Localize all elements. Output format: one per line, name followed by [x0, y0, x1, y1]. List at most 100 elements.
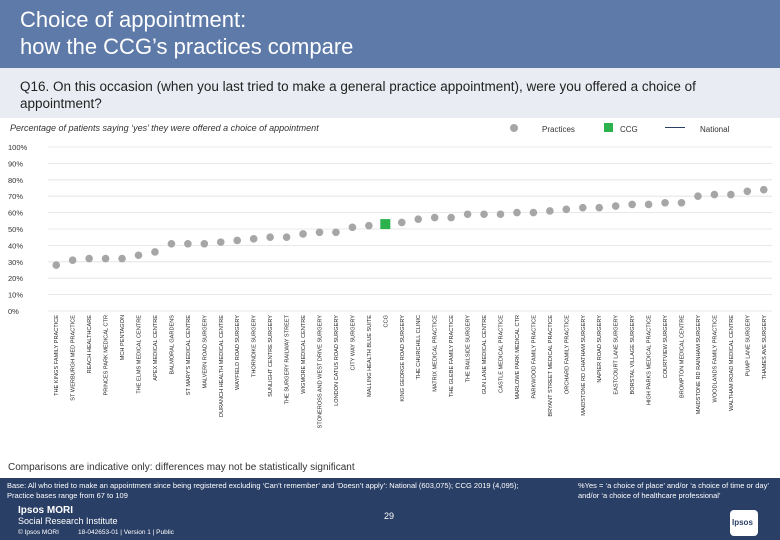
x-tick-label: HIGH PARKS MEDICAL PRACTICE	[647, 315, 653, 405]
footer-band	[0, 478, 780, 540]
y-tick-label: 100%	[8, 143, 28, 152]
x-tick-label: CITY WAY SURGERY	[350, 315, 356, 371]
practice-point	[151, 248, 159, 256]
x-tick-label: THE ELMS MEDICAL CENTRE	[137, 315, 143, 394]
practice-point	[184, 239, 192, 248]
practice-point	[480, 210, 488, 219]
practice-point	[167, 239, 176, 248]
x-tick-label: MAIDSTONE RD CHATHAM SURGERY	[581, 315, 587, 416]
y-tick-label: 80%	[8, 176, 23, 185]
x-tick-label: PRINCES PARK MEDICAL CTR	[104, 315, 110, 396]
y-tick-label: 50%	[8, 225, 23, 234]
practice-point	[348, 223, 357, 232]
x-tick-label: ORCHARD FAMILY PRACTICE	[564, 315, 570, 394]
x-tick-label: THE RAILSIDE SURGERY	[466, 315, 472, 383]
x-tick-label: CASTLE MEDICAL PRACTICE	[499, 315, 505, 393]
x-tick-label: SUNLIGHT CENTRE SURGERY	[268, 315, 274, 397]
practice-point	[661, 198, 669, 207]
x-tick-label: WOODLANDS FAMILY PRACTICE	[712, 315, 718, 403]
question-band	[0, 68, 780, 118]
practice-point	[595, 203, 604, 212]
practice-point	[118, 254, 126, 263]
header-band: Choice of appointment: how the CCG’s pra…	[0, 0, 780, 68]
x-tick-label: MCH PENTAGON	[120, 315, 126, 360]
legend-ccg-swatch	[604, 123, 613, 132]
x-tick-label: COURTVIEW SURGERY	[663, 315, 669, 378]
x-tick-label: THE CHURCHILL CLINIC	[416, 315, 422, 379]
page-title-line-2: how the CCG’s practices compare	[20, 34, 354, 59]
x-tick-label: CCG	[383, 315, 389, 327]
x-tick-label: LONDON CATUS ROAD SURGERY	[334, 315, 340, 406]
x-tick-label: DURANCH HEALTH MEDICAL CENTRE	[219, 315, 225, 417]
x-tick-label: APEX MEDICAL CENTRE	[153, 315, 159, 381]
legend-national-label: National	[700, 125, 730, 134]
x-tick-label: WALTHAM ROAD MEDICAL CENTRE	[729, 315, 735, 411]
practice-point	[134, 251, 143, 260]
x-tick-label: BORSTAL VILLAGE SURGERY	[630, 315, 636, 395]
x-tick-label: MALLING HEALTH BLUE SUITE	[367, 315, 373, 397]
y-tick-label: 70%	[8, 192, 23, 201]
copyright-text: © Ipsos MORI	[18, 529, 59, 536]
practice-point	[68, 256, 77, 264]
practice-point	[710, 190, 719, 199]
practice-point	[644, 200, 653, 209]
x-tick-label: MARLOWE PARK MEDICAL CTR	[515, 315, 521, 400]
logo-line-2: Social Research Institute	[18, 516, 118, 526]
x-tick-label: THE SURGERY RAILWAY STREET	[285, 314, 291, 404]
reference-text: 18-042653-01 | Version 1 | Public	[78, 529, 174, 536]
practice-point	[200, 239, 209, 248]
x-tick-label: THORNDIKE SURGERY	[252, 315, 258, 377]
y-tick-label: 40%	[8, 241, 23, 250]
practice-point	[101, 254, 110, 263]
page-title-line-1: Choice of appointment:	[20, 7, 247, 32]
practice-point	[282, 233, 291, 241]
practice-point	[414, 215, 423, 223]
practice-point	[727, 190, 735, 199]
x-tick-label: KING GEORGE ROAD SURGERY	[400, 315, 406, 402]
practice-point	[299, 230, 307, 238]
x-tick-label: EASTCOURT LANE SURGERY	[614, 315, 620, 395]
question-text: Q16. On this occasion (when you last tri…	[20, 79, 696, 111]
page-number: 29	[384, 511, 395, 521]
practice-point	[496, 210, 505, 219]
practice-point	[694, 192, 702, 200]
practice-point	[578, 203, 587, 212]
practice-point	[430, 213, 439, 222]
practice-point	[463, 210, 472, 219]
legend-ccg-label: CCG	[620, 125, 638, 134]
caveat-text: Comparisons are indicative only: differe…	[8, 462, 355, 473]
practice-point	[513, 208, 521, 217]
y-tick-label: 20%	[8, 274, 23, 283]
practice-point	[546, 207, 554, 215]
x-tick-label: MALVERN ROAD SURGERY	[202, 315, 208, 389]
x-tick-label: MATRIX MEDICAL PRACTICE	[433, 315, 439, 392]
ccg-point	[380, 219, 391, 230]
x-tick-label: PUMP LANE SURGERY	[745, 315, 751, 377]
practice-point	[52, 261, 61, 269]
x-tick-label: REACH HEALTHCARE	[87, 315, 93, 374]
y-tick-label: 0%	[8, 307, 19, 316]
legend-practices-label: Practices	[542, 125, 575, 134]
x-tick-label: THE KINGS FAMILY PRACTICE	[54, 315, 60, 396]
x-tick-label: NAPIER ROAD SURGERY	[597, 315, 603, 383]
y-tick-label: 30%	[8, 258, 23, 267]
x-tick-label: GUN LANE MEDICAL CENTRE	[482, 315, 488, 395]
practice-point	[249, 235, 258, 243]
legend-practices-swatch	[510, 124, 518, 132]
practice-point	[397, 218, 406, 227]
y-tick-label: 90%	[8, 159, 23, 168]
y-tick-label: 10%	[8, 291, 23, 300]
x-tick-label: ST MARY'S MEDICAL CENTRE	[186, 315, 192, 395]
practice-point	[85, 254, 93, 263]
ipsos-mori-logo: Ipsos MORI Social Research Institute	[18, 505, 118, 527]
x-tick-label: WAYFIELD ROAD SURGERY	[235, 315, 241, 390]
x-tick-label: THE GLEBE FAMILY PRACTICE	[449, 315, 455, 397]
practice-point	[759, 185, 768, 194]
ipsos-logo-icon: Ipsos	[730, 510, 758, 536]
x-tick-label: STONEROSS AND WEST DRIVE SURGERY	[318, 315, 324, 429]
practice-point	[628, 200, 636, 209]
scatter-chart: 0% 10% 20% 30% 40% 50% 60% 70% 80% 90% 100% THE KIN…	[8, 143, 772, 429]
x-tick-label: MAIDSTONE RD RAINHAM SURGERY	[696, 315, 702, 415]
x-tick-label: THAMES AVE SURGERY	[762, 315, 768, 380]
chart-subtitle: Percentage of patients saying ‘yes’ they…	[10, 123, 319, 133]
